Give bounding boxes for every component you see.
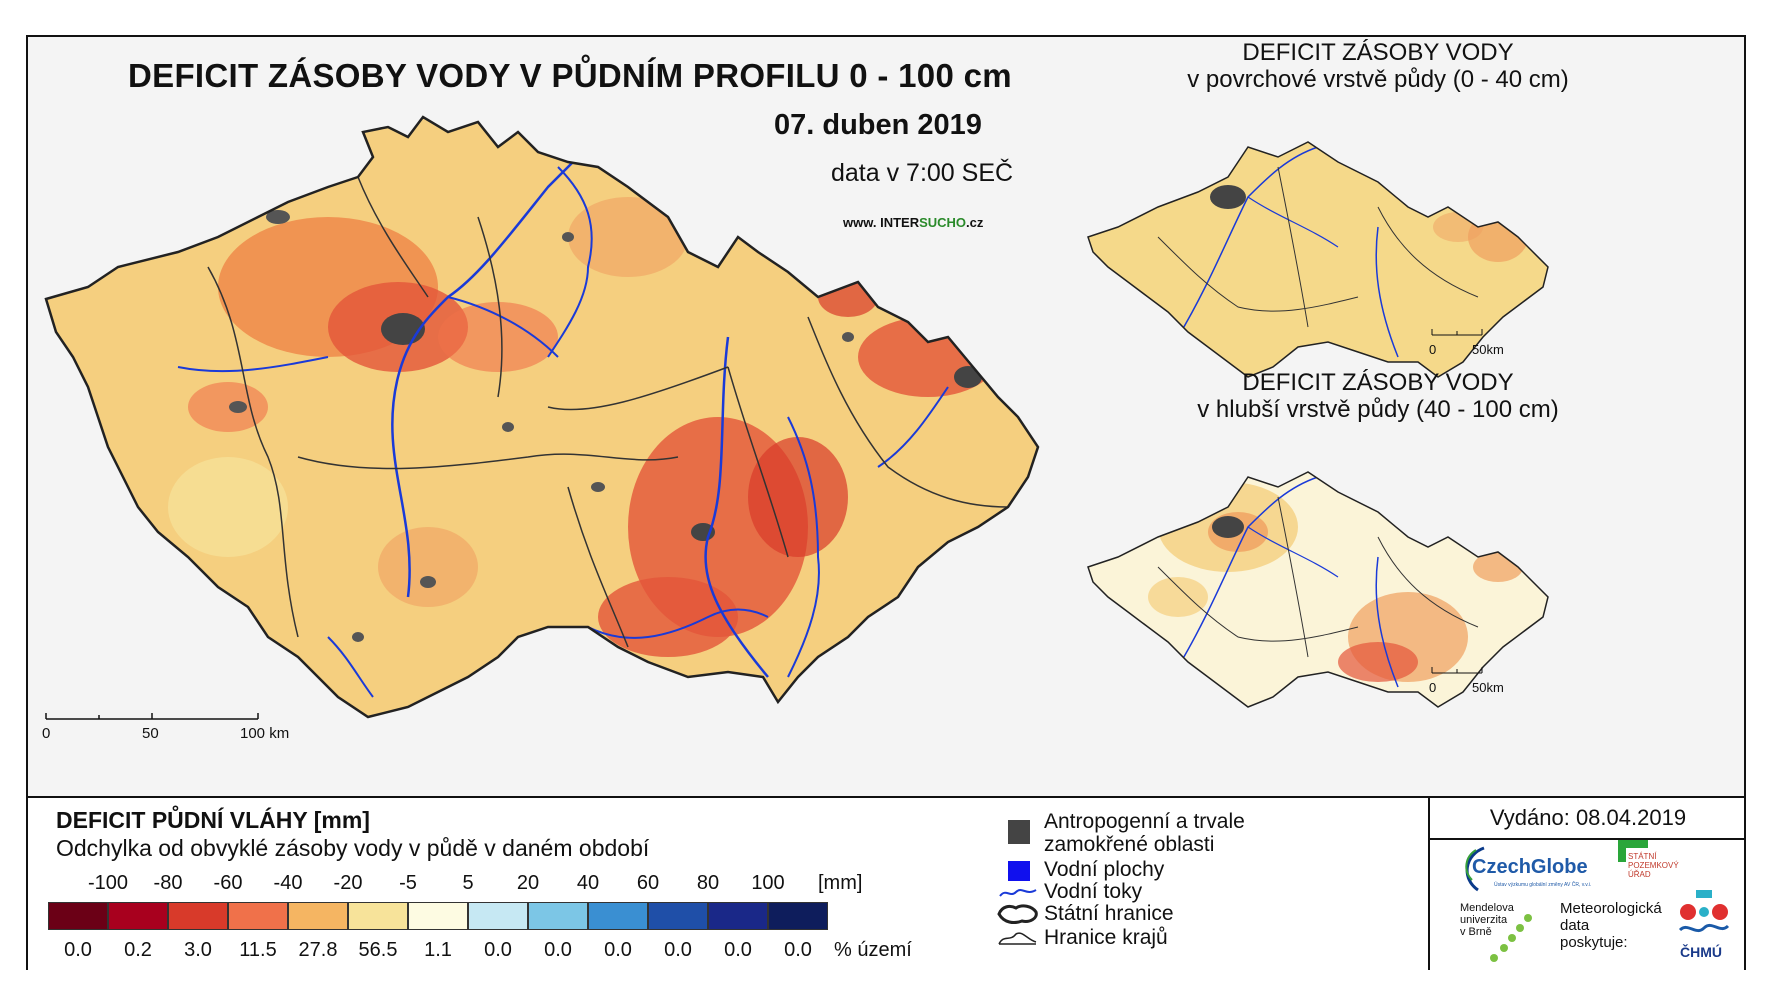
inset-bottom-scale-bar: [1431, 667, 1483, 674]
inset-top-title: DEFICIT ZÁSOBY VODY v povrchové vrstvě p…: [1187, 39, 1569, 93]
legend-swatch: [528, 902, 588, 930]
legend-percent-value: 1.1: [424, 939, 452, 961]
inset-bottom-scale-0: 0: [1429, 680, 1437, 695]
legend-percent-value: 27.8: [298, 939, 338, 961]
legend-swatch: [468, 902, 528, 930]
legend-swatch: [228, 902, 288, 930]
map-date: 07. duben 2019: [774, 109, 982, 141]
legend-area: DEFICIT PŮDNÍ VLÁHY [mm] Odchylka od obv…: [28, 796, 1746, 970]
inset-top-map: [1087, 141, 1549, 378]
legend-tick-label: 5: [462, 872, 474, 894]
map-frame: 0 50 100 km DEFICIT ZÁSOBY VODY V PŮDNÍM…: [26, 35, 1746, 970]
legend-swatch: [588, 902, 648, 930]
main-scale-bar: [45, 713, 259, 720]
legend-swatch: [768, 902, 828, 930]
legend-swatch: [288, 902, 348, 930]
inset-top-scale-50: 50km: [1472, 342, 1504, 357]
czechglobe-arc-icon: [1465, 846, 1485, 892]
water-bodies-label: Vodní plochy: [1044, 858, 1165, 881]
legend-percent-value: 0.0: [664, 939, 692, 961]
legend-percent-value: 0.0: [484, 939, 512, 961]
map-time: data v 7:00 SEČ: [831, 159, 1014, 187]
legend-subtitle: Odchylka od obvyklé zásoby vody v půdě v…: [56, 835, 650, 861]
spu-flag-icon: [1618, 840, 1648, 862]
legend-swatch: [48, 902, 108, 930]
legend-percent-value: 3.0: [184, 939, 212, 961]
website-label: www. INTERSUCHO.cz: [843, 215, 984, 230]
issued-date: Vydáno: 08.04.2019: [1430, 798, 1746, 840]
legend-title: DEFICIT PŮDNÍ VLÁHY [mm]: [56, 807, 370, 833]
urban-area-label: Antropogenní a trvale zamokřené oblasti: [1044, 810, 1245, 856]
legend-percent-value: 0.0: [604, 939, 632, 961]
main-scale-100: 100 km: [240, 725, 290, 742]
mendel-dots-icon: [1490, 914, 1532, 962]
legend-tick-label: -40: [273, 872, 303, 894]
legend-swatch: [168, 902, 228, 930]
main-scale-50: 50: [142, 725, 159, 742]
water-bodies-swatch: [1008, 861, 1030, 881]
legend-tick-label: -20: [333, 872, 363, 894]
regions-icon: [998, 932, 1037, 945]
inset-bottom-scale-50: 50km: [1472, 680, 1504, 695]
border-icon: [997, 904, 1038, 924]
chmu-emblem-icon: [1678, 890, 1730, 933]
regions-label: Hranice krajů: [1044, 926, 1168, 949]
border-label: Státní hranice: [1044, 902, 1174, 925]
legend-percent-label: % území: [834, 939, 912, 961]
main-map: [44, 115, 1040, 720]
legend-tick-label: -60: [213, 872, 243, 894]
rivers-icon: [999, 889, 1037, 897]
meteo-provider-label: Meteorologická data poskytuje:: [1560, 900, 1662, 951]
legend-unit: [mm]: [818, 872, 863, 894]
legend-percent-value: 0.0: [724, 939, 752, 961]
mendel-logo: Mendelova univerzita v Brně: [1460, 902, 1550, 966]
legend-percent-value: 0.0: [544, 939, 572, 961]
inset-bottom-map: [1087, 471, 1549, 708]
legend-percent-value: 0.0: [784, 939, 812, 961]
czechglobe-logo: CzechGlobe Ústav výzkumu globální změny …: [1458, 842, 1598, 898]
chmu-logo: ČHMÚ: [1674, 888, 1734, 968]
main-scale-0: 0: [42, 725, 51, 742]
legend-swatch: [408, 902, 468, 930]
legend-percent-value: 0.2: [124, 939, 152, 961]
legend-tick-label: -100: [87, 872, 129, 894]
legend-tick-label: 60: [636, 872, 660, 894]
inset-bottom-title: DEFICIT ZÁSOBY VODY v hlubší vrstvě půdy…: [1197, 369, 1559, 423]
legend-tick-label: 20: [516, 872, 540, 894]
legend-swatch: [108, 902, 168, 930]
legend-swatch: [348, 902, 408, 930]
legend-tick-label: 100: [751, 872, 785, 894]
map-area: 0 50 100 km DEFICIT ZÁSOBY VODY V PŮDNÍM…: [28, 37, 1744, 795]
legend-tick-label: -80: [153, 872, 183, 894]
issued-logos-box: Vydáno: 08.04.2019 CzechGlobe Ústav výzk…: [1428, 798, 1746, 970]
legend-tick-label: -5: [399, 872, 417, 894]
legend-swatch: [708, 902, 768, 930]
legend-tick-label: 80: [696, 872, 720, 894]
legend-percent-value: 56.5: [358, 939, 398, 961]
legend-swatch: [648, 902, 708, 930]
legend-percent-value: 0.0: [64, 939, 92, 961]
inset-top-scale-0: 0: [1429, 342, 1437, 357]
spu-logo: STÁTNÍ POZEMKOVÝ ÚŘAD: [1618, 840, 1728, 890]
urban-area-swatch: [1008, 820, 1030, 844]
legend-percent-value: 11.5: [239, 939, 277, 961]
rivers-label: Vodní toky: [1044, 880, 1143, 903]
map-title: DEFICIT ZÁSOBY VODY V PŮDNÍM PROFILU 0 -…: [128, 57, 1012, 94]
legend-tick-label: 40: [576, 872, 600, 894]
inset-top-scale-bar: [1431, 329, 1483, 336]
